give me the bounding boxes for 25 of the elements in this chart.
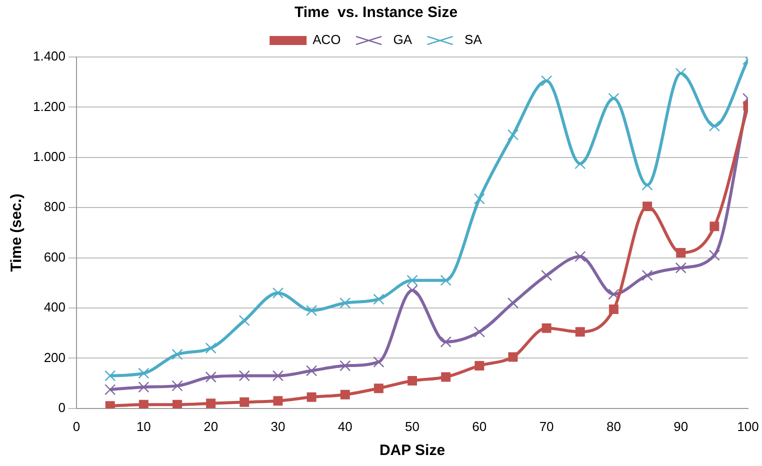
chart-title: Time vs. Instance Size	[294, 4, 458, 22]
y-tick-label: 200	[44, 350, 66, 365]
x-tick-label: 90	[674, 418, 688, 434]
x-tick-label: 70	[539, 418, 554, 434]
y-axis-title: Time (sec.)	[8, 194, 26, 272]
x-tick-label: 60	[472, 418, 487, 434]
y-tick-label: 600	[44, 249, 66, 264]
y-tick-label: 400	[44, 300, 66, 315]
y-tick-label: 1.200	[32, 98, 66, 114]
x-tick-label: 20	[204, 418, 218, 434]
x-tick-label: 10	[136, 418, 151, 434]
legend-label: GA	[393, 32, 412, 48]
y-tick-label: 0	[58, 400, 66, 415]
legend-label: ACO	[312, 32, 341, 48]
x-tick-label: 100	[737, 418, 759, 434]
legend-label: SA	[464, 32, 482, 48]
x-axis-title: DAP Size	[379, 442, 446, 460]
y-tick-label: 800	[44, 199, 66, 214]
x-tick-label: 0	[72, 418, 80, 434]
x-tick-label: 50	[405, 418, 420, 434]
x-tick-label: 80	[606, 418, 621, 434]
y-tick-label: 1.000	[32, 148, 66, 164]
y-tick-label: 1.400	[32, 48, 66, 64]
x-tick-label: 30	[270, 418, 286, 434]
x-tick-label: 40	[338, 418, 352, 434]
